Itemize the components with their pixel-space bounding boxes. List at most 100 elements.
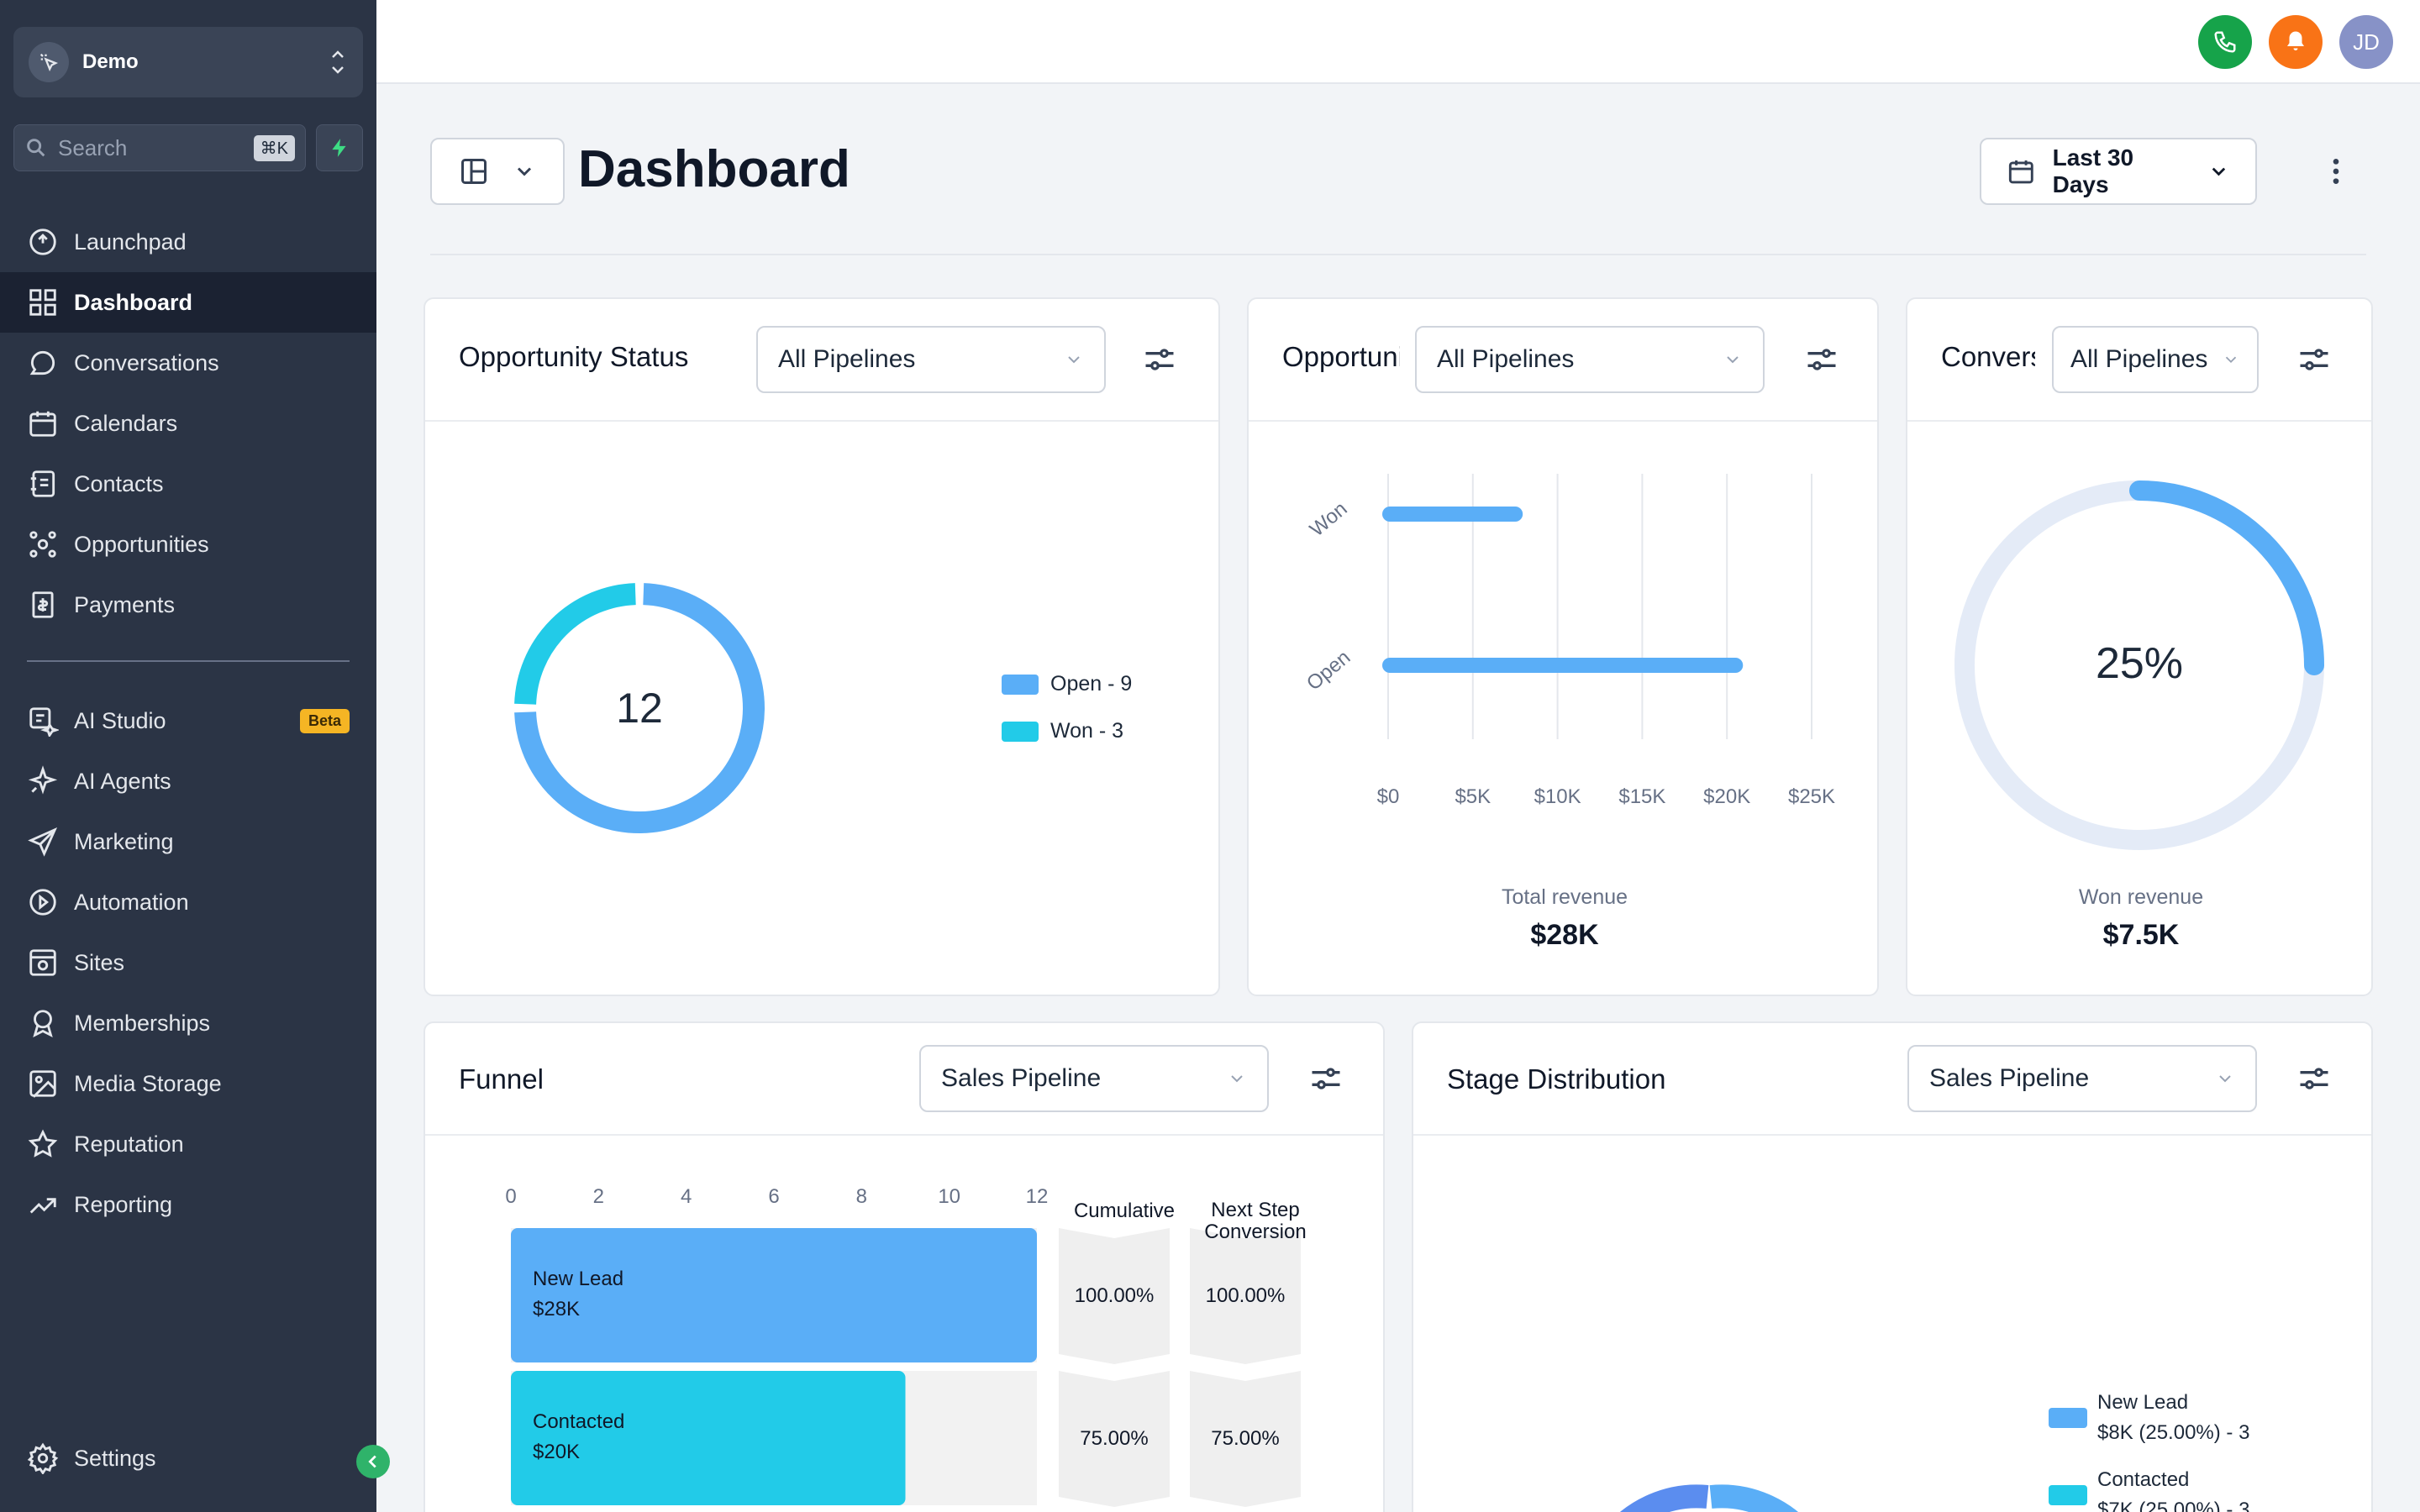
quick-action-button[interactable] <box>316 124 363 171</box>
legend-line: Contacted <box>2097 1468 2190 1491</box>
sidebar-item-reporting[interactable]: Reporting <box>0 1174 376 1235</box>
sidebar-item-settings[interactable]: Settings <box>0 1428 376 1488</box>
phone-button[interactable] <box>2198 15 2252 69</box>
card-title: Stage Distribution <box>1447 1063 1666 1095</box>
x-tick-label: 10 <box>938 1185 960 1208</box>
chevron-updown-icon <box>332 50 344 74</box>
stage-distribution-donut <box>1620 1484 1798 1512</box>
conversion-rate-card: Conversion Rate All Pipelines 25% Won re… <box>1906 297 2373 996</box>
sidebar-item-payments[interactable]: Payments <box>0 575 376 635</box>
gauge-value-arc <box>2129 480 2324 675</box>
star-icon <box>28 1129 58 1158</box>
select-value: All Pipelines <box>2070 345 2208 373</box>
pipeline-select[interactable]: All Pipelines <box>756 326 1106 393</box>
sidebar-item-label: Payments <box>74 591 176 617</box>
cumulative-cell: 75.00% <box>1080 1427 1148 1450</box>
opportunity-status-donut <box>514 583 765 833</box>
donut-segment <box>1709 1484 1798 1512</box>
donut-segment-won <box>514 583 636 705</box>
total-revenue-label: Total revenue <box>1501 885 1628 909</box>
y-tick-label: Open <box>1302 646 1355 695</box>
filter-settings-icon[interactable] <box>2296 1060 2333 1097</box>
workspace-name: Demo <box>82 50 139 73</box>
filter-settings-icon[interactable] <box>2296 341 2333 378</box>
sidebar-item-ai-agents[interactable]: AI Agents <box>0 751 376 811</box>
sidebar-item-contacts[interactable]: Contacts <box>0 454 376 514</box>
x-tick-label: $5K <box>1455 785 1491 808</box>
chat-icon <box>29 350 55 375</box>
filter-settings-icon[interactable] <box>1141 341 1178 378</box>
topbar: JD <box>376 0 2420 84</box>
next-step-cell: 100.00% <box>1206 1284 1286 1307</box>
legend-swatch <box>1002 674 1039 695</box>
sidebar-item-ai-studio[interactable]: AI Studio Beta <box>0 690 376 751</box>
funnel-stage-value: $20K <box>533 1441 580 1463</box>
user-avatar[interactable]: JD <box>2339 15 2393 69</box>
next-step-header: Next Step Conversion <box>1188 1200 1323 1243</box>
sidebar-item-reputation[interactable]: Reputation <box>0 1114 376 1174</box>
sidebar-item-label: Dashboard <box>74 289 193 315</box>
filter-settings-icon[interactable] <box>1307 1060 1344 1097</box>
legend-label: Won - 3 <box>1050 719 1124 743</box>
sidebar-item-sites[interactable]: Sites <box>0 932 376 993</box>
notifications-button[interactable] <box>2269 15 2323 69</box>
sidebar-item-marketing[interactable]: Marketing <box>0 811 376 872</box>
next-step-header-line2: Conversion <box>1204 1221 1307 1243</box>
sidebar-item-label: AI Studio <box>74 707 166 733</box>
pipeline-select[interactable]: Sales Pipeline <box>919 1045 1269 1112</box>
x-tick-label: $20K <box>1703 785 1750 808</box>
next-step-cell-shape <box>1190 1371 1301 1507</box>
image-icon <box>29 1070 56 1098</box>
sidebar-item-memberships[interactable]: Memberships <box>0 993 376 1053</box>
sidebar-item-calendars[interactable]: Calendars <box>0 393 376 454</box>
sidebar-item-automation[interactable]: Automation <box>0 872 376 932</box>
collapse-sidebar-button[interactable] <box>356 1445 390 1478</box>
y-tick-label: Won <box>1306 497 1352 541</box>
cumulative-cell-shape <box>1059 1228 1170 1364</box>
search-icon <box>27 139 45 157</box>
sidebar-item-opportunities[interactable]: Opportunities <box>0 514 376 575</box>
sidebar-item-label: Launchpad <box>74 228 187 255</box>
pipeline-select[interactable]: All Pipelines <box>2052 326 2259 393</box>
membership-icon <box>33 1010 53 1037</box>
bolt-icon <box>332 139 346 157</box>
pipeline-select[interactable]: All Pipelines <box>1415 326 1765 393</box>
legend-line: $7K (25.00%) - 3 <box>2097 1499 2250 1512</box>
stage-distribution-card: Stage Distribution Sales Pipeline New Le… <box>1412 1021 2373 1512</box>
nav-divider <box>27 660 350 662</box>
legend-text: Contacted $7K (25.00%) - 3 <box>2097 1465 2249 1512</box>
sidebar: Demo Search ⌘K Launchpad Dashboard Convers… <box>0 0 376 1512</box>
workspace-switcher[interactable]: Demo <box>13 27 363 97</box>
legend-line: New Lead <box>2097 1391 2189 1414</box>
more-options-icon[interactable] <box>2319 155 2353 188</box>
search-input[interactable]: Search ⌘K <box>13 124 306 171</box>
pipeline-select[interactable]: Sales Pipeline <box>1907 1045 2257 1112</box>
chevron-down-icon <box>517 167 532 176</box>
card-header: Funnel Sales Pipeline <box>425 1023 1383 1136</box>
funnel-bar-contacted <box>511 1371 906 1505</box>
layout-switcher-button[interactable] <box>430 138 565 205</box>
card-title: Opportunity Value <box>1282 341 1400 372</box>
sidebar-item-dashboard[interactable]: Dashboard <box>0 272 376 333</box>
sidebar-item-launchpad[interactable]: Launchpad <box>0 212 376 272</box>
cumulative-cell: 100.00% <box>1075 1284 1155 1307</box>
card-title: Opportunity Status <box>459 341 689 372</box>
sites-icon <box>29 949 56 976</box>
won-revenue-label: Won revenue <box>2078 885 2204 909</box>
calendar-icon <box>2008 160 2033 184</box>
donut-segment-open <box>514 583 765 833</box>
filter-settings-icon[interactable] <box>1803 341 1840 378</box>
chevron-down-icon <box>2219 1075 2231 1083</box>
conversion-center-value: 25% <box>2095 639 2184 688</box>
sidebar-item-conversations[interactable]: Conversations <box>0 333 376 393</box>
legend-swatch <box>1002 721 1039 742</box>
chevron-down-icon <box>1068 356 1080 364</box>
funnel-card: Funnel Sales Pipeline 0 2 4 6 8 10 12 New Lead $… <box>424 1021 1385 1512</box>
opportunities-icon <box>29 531 56 558</box>
search-placeholder: Search <box>58 134 128 160</box>
legend-label: Open - 9 <box>1050 672 1133 696</box>
date-range-picker[interactable]: Last 30 Days <box>1980 138 2257 205</box>
sidebar-item-label: Contacts <box>74 470 164 496</box>
date-range-label: Last 30 Days <box>2052 144 2134 197</box>
sidebar-item-media-storage[interactable]: Media Storage <box>0 1053 376 1114</box>
